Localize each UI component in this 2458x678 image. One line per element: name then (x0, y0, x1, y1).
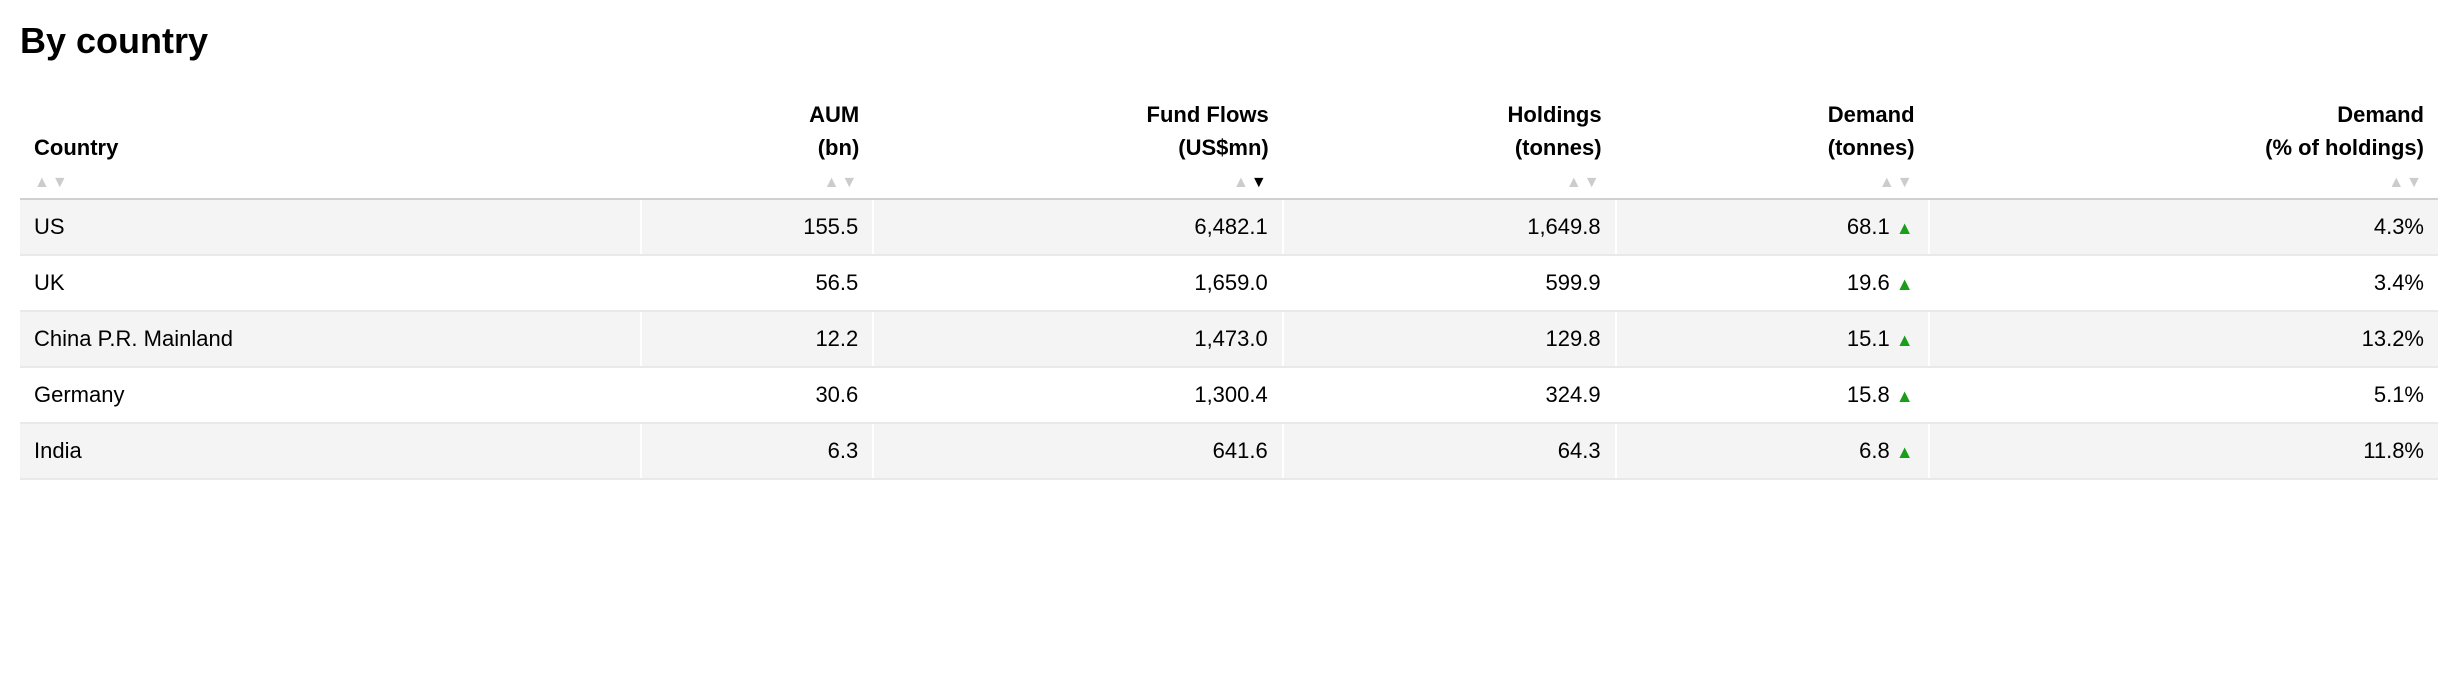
cell-flows: 1,659.0 (873, 255, 1282, 311)
col-header-demand-tonnes[interactable]: Demand (tonnes) ▲▼ (1616, 92, 1929, 199)
cell-demand-tonnes: 19.6 ▲ (1616, 255, 1929, 311)
col-header-demand-pct[interactable]: Demand (% of holdings) ▲▼ (1929, 92, 2438, 199)
sort-asc-icon[interactable]: ▲ (824, 174, 842, 191)
col-header-line2: (tonnes) (1297, 131, 1602, 164)
demand-value: 19.6 (1847, 270, 1890, 295)
cell-flows: 1,473.0 (873, 311, 1282, 367)
demand-value: 15.1 (1847, 326, 1890, 351)
sort-asc-icon[interactable]: ▲ (1233, 174, 1251, 191)
demand-value: 68.1 (1847, 214, 1890, 239)
col-header-line1: Holdings (1297, 98, 1602, 131)
trend-up-icon: ▲ (1896, 274, 1914, 294)
sort-desc-icon[interactable]: ▼ (2406, 174, 2424, 191)
cell-flows: 6,482.1 (873, 199, 1282, 255)
table-row: Germany30.61,300.4324.9 15.8 ▲ 5.1% (20, 367, 2438, 423)
trend-up-icon: ▲ (1896, 330, 1914, 350)
sort-desc-icon[interactable]: ▼ (1251, 174, 1269, 191)
trend-up-icon: ▲ (1896, 442, 1914, 462)
cell-demand-tonnes: 6.8 ▲ (1616, 423, 1929, 479)
cell-holdings: 599.9 (1283, 255, 1616, 311)
col-header-line2: (% of holdings) (1943, 131, 2424, 164)
cell-demand-tonnes: 15.1 ▲ (1616, 311, 1929, 367)
demand-value: 6.8 (1859, 438, 1890, 463)
sort-desc-icon[interactable]: ▼ (52, 174, 70, 191)
sort-asc-icon[interactable]: ▲ (1879, 174, 1897, 191)
sort-asc-icon[interactable]: ▲ (34, 174, 52, 191)
sort-control[interactable]: ▲▼ (34, 174, 627, 192)
table-row: UK56.51,659.0599.9 19.6 ▲ 3.4% (20, 255, 2438, 311)
section-title: By country (20, 20, 2438, 62)
cell-holdings: 324.9 (1283, 367, 1616, 423)
demand-value: 15.8 (1847, 382, 1890, 407)
sort-control[interactable]: ▲▼ (1943, 174, 2424, 192)
sort-desc-icon[interactable]: ▼ (1897, 174, 1915, 191)
col-header-country[interactable]: Country ▲▼ (20, 92, 641, 199)
cell-country: UK (20, 255, 641, 311)
cell-aum: 6.3 (641, 423, 873, 479)
cell-demand-pct: 4.3% (1929, 199, 2438, 255)
table-header-row: Country ▲▼ AUM (bn) ▲▼ Fund Flows (US$mn… (20, 92, 2438, 199)
sort-control[interactable]: ▲▼ (1630, 174, 1915, 192)
cell-flows: 1,300.4 (873, 367, 1282, 423)
cell-country: China P.R. Mainland (20, 311, 641, 367)
col-header-aum[interactable]: AUM (bn) ▲▼ (641, 92, 873, 199)
trend-up-icon: ▲ (1896, 386, 1914, 406)
table-body: US155.56,482.11,649.868.1▲4.3%UK56.51,65… (20, 199, 2438, 479)
cell-flows: 641.6 (873, 423, 1282, 479)
col-header-line2: (US$mn) (887, 131, 1268, 164)
cell-demand-pct: 5.1% (1929, 367, 2438, 423)
cell-aum: 12.2 (641, 311, 873, 367)
table-row: India6.3641.664.3 6.8 ▲ 11.8% (20, 423, 2438, 479)
sort-desc-icon[interactable]: ▼ (1584, 174, 1602, 191)
cell-demand-pct: 11.8% (1929, 423, 2438, 479)
cell-aum: 30.6 (641, 367, 873, 423)
col-header-flows[interactable]: Fund Flows (US$mn) ▲▼ (873, 92, 1282, 199)
table-row: China P.R. Mainland12.21,473.0129.8 15.1 ▲… (20, 311, 2438, 367)
cell-aum: 56.5 (641, 255, 873, 311)
sort-control[interactable]: ▲▼ (887, 174, 1268, 192)
country-table: Country ▲▼ AUM (bn) ▲▼ Fund Flows (US$mn… (20, 92, 2438, 480)
cell-demand-tonnes: 15.8 ▲ (1616, 367, 1929, 423)
trend-up-icon: ▲ (1896, 218, 1914, 238)
sort-asc-icon[interactable]: ▲ (2388, 174, 2406, 191)
col-header-line2: (bn) (655, 131, 859, 164)
cell-demand-tonnes: 68.1 ▲ (1616, 199, 1929, 255)
cell-country: India (20, 423, 641, 479)
cell-country: Germany (20, 367, 641, 423)
col-header-line1: AUM (655, 98, 859, 131)
cell-demand-pct: 13.2% (1929, 311, 2438, 367)
col-header-line1: Demand (1630, 98, 1915, 131)
cell-country: US (20, 199, 641, 255)
sort-asc-icon[interactable]: ▲ (1566, 174, 1584, 191)
col-header-line1: Demand (1943, 98, 2424, 131)
sort-control[interactable]: ▲▼ (1297, 174, 1602, 192)
col-header-line2: (tonnes) (1630, 131, 1915, 164)
cell-holdings: 1,649.8 (1283, 199, 1616, 255)
cell-holdings: 129.8 (1283, 311, 1616, 367)
sort-desc-icon[interactable]: ▼ (841, 174, 859, 191)
col-header-line1: Fund Flows (887, 98, 1268, 131)
cell-demand-pct: 3.4% (1929, 255, 2438, 311)
col-header-holdings[interactable]: Holdings (tonnes) ▲▼ (1283, 92, 1616, 199)
col-header-line2: Country (34, 131, 627, 164)
cell-holdings: 64.3 (1283, 423, 1616, 479)
sort-control[interactable]: ▲▼ (655, 174, 859, 192)
table-row: US155.56,482.11,649.8 68.1 ▲ 4.3% (20, 199, 2438, 255)
cell-aum: 155.5 (641, 199, 873, 255)
